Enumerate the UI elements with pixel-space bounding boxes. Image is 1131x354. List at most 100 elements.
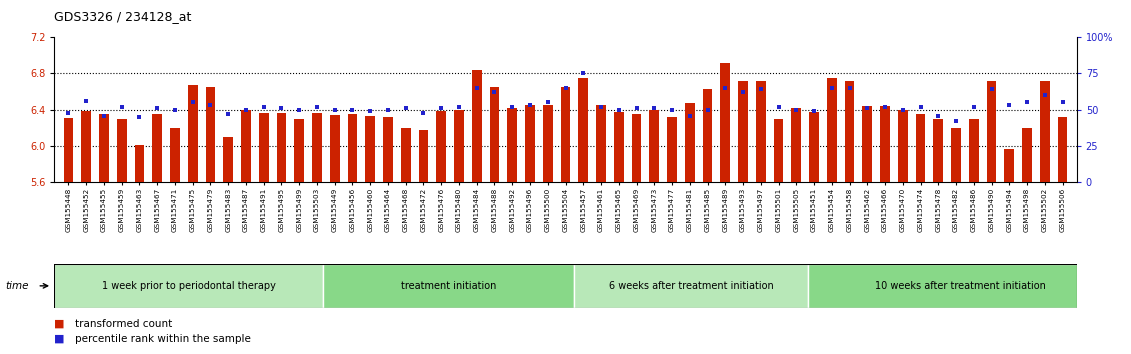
Text: 6 weeks after treatment initiation: 6 weeks after treatment initiation <box>608 281 774 291</box>
Bar <box>667 117 676 182</box>
Bar <box>827 78 837 182</box>
Point <box>592 104 610 110</box>
Point <box>379 107 397 113</box>
Point <box>1053 100 1071 105</box>
Text: ■: ■ <box>54 334 64 344</box>
Text: ■: ■ <box>54 319 64 329</box>
Point <box>628 105 646 111</box>
Text: 1 week prior to periodontal therapy: 1 week prior to periodontal therapy <box>102 281 276 291</box>
Point <box>663 107 681 113</box>
Bar <box>808 264 1113 308</box>
Bar <box>170 128 180 182</box>
Point <box>414 110 432 115</box>
Bar <box>916 114 925 182</box>
Bar <box>649 110 659 182</box>
Point <box>875 104 893 110</box>
Bar <box>135 145 145 182</box>
Bar <box>986 81 996 182</box>
Bar <box>277 113 286 182</box>
Bar <box>330 115 339 182</box>
Bar <box>561 87 570 182</box>
Point <box>166 107 184 113</box>
Bar <box>1004 149 1015 182</box>
Point <box>965 104 983 110</box>
Bar <box>685 103 694 182</box>
Bar <box>933 119 943 182</box>
Point <box>77 98 95 104</box>
Point <box>787 107 805 113</box>
Point <box>805 108 823 114</box>
Bar <box>455 110 464 182</box>
Bar <box>898 110 908 182</box>
Bar <box>63 118 74 182</box>
Bar <box>153 114 162 182</box>
Point <box>947 119 965 124</box>
Text: GDS3326 / 234128_at: GDS3326 / 234128_at <box>54 10 191 23</box>
Bar <box>54 264 323 308</box>
Bar <box>437 111 446 182</box>
Point <box>432 105 450 111</box>
Bar <box>575 264 808 308</box>
Bar <box>596 105 606 182</box>
Bar <box>206 87 215 182</box>
Bar <box>188 85 198 182</box>
Point <box>183 100 201 105</box>
Bar <box>809 113 819 182</box>
Bar <box>365 116 375 182</box>
Bar <box>1039 81 1050 182</box>
Bar <box>383 117 392 182</box>
Point <box>397 105 415 111</box>
Bar <box>490 87 500 182</box>
Bar <box>774 119 784 182</box>
Bar <box>312 113 322 182</box>
Point <box>60 110 78 115</box>
Bar <box>1022 128 1031 182</box>
Text: 10 weeks after treatment initiation: 10 weeks after treatment initiation <box>874 281 1045 291</box>
Point <box>930 113 948 118</box>
Bar <box>578 78 588 182</box>
Point <box>858 105 877 111</box>
Bar <box>508 108 517 182</box>
Point <box>468 85 486 91</box>
Bar <box>614 112 623 182</box>
Point <box>503 104 521 110</box>
Point <box>1036 92 1054 98</box>
Point <box>716 85 734 91</box>
Bar <box>880 106 890 182</box>
Point <box>521 103 539 108</box>
Text: transformed count: transformed count <box>75 319 172 329</box>
Point <box>201 103 219 108</box>
Point <box>840 85 858 91</box>
Point <box>734 90 752 95</box>
Point <box>326 107 344 113</box>
Text: percentile rank within the sample: percentile rank within the sample <box>75 334 251 344</box>
Point <box>645 105 663 111</box>
Point <box>308 104 326 110</box>
Text: treatment initiation: treatment initiation <box>402 281 497 291</box>
Point <box>254 104 273 110</box>
Point <box>238 107 256 113</box>
Point <box>148 105 166 111</box>
Point <box>575 71 593 76</box>
Bar <box>720 63 731 182</box>
Point <box>344 107 362 113</box>
Bar <box>1057 117 1068 182</box>
Bar <box>347 114 357 182</box>
Bar <box>472 70 482 182</box>
Bar <box>323 264 575 308</box>
Bar <box>241 110 251 182</box>
Bar <box>525 105 535 182</box>
Bar <box>543 105 553 182</box>
Point <box>752 87 770 92</box>
Bar <box>756 81 766 182</box>
Point <box>769 104 787 110</box>
Bar <box>400 128 411 182</box>
Point <box>893 107 912 113</box>
Bar <box>100 114 109 182</box>
Point <box>912 104 930 110</box>
Bar <box>792 108 801 182</box>
Bar <box>116 119 127 182</box>
Bar <box>631 114 641 182</box>
Point <box>113 104 131 110</box>
Bar <box>418 130 429 182</box>
